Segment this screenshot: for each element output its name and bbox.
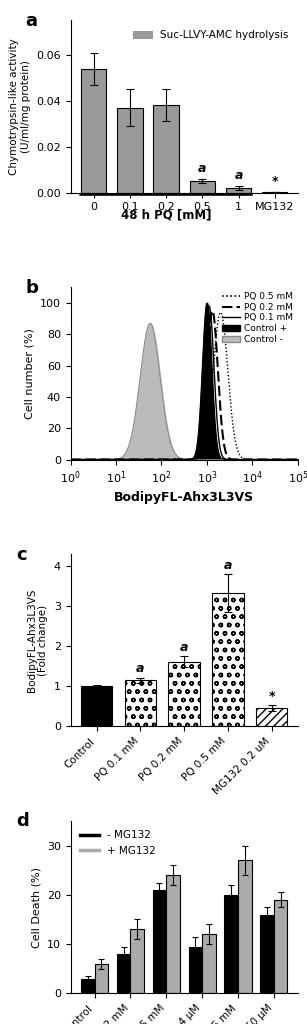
Text: 48 h PQ [mM]: 48 h PQ [mM] xyxy=(121,208,211,221)
Y-axis label: BodipyFL-Ahx3L3VS
(Fold change): BodipyFL-Ahx3L3VS (Fold change) xyxy=(27,589,48,692)
Text: *: * xyxy=(268,690,275,702)
Bar xyxy=(188,946,202,993)
Legend: PQ 0.5 mM, PQ 0.2 mM, PQ 0.1 mM, Control +, Control -: PQ 0.5 mM, PQ 0.2 mM, PQ 0.1 mM, Control… xyxy=(222,292,293,344)
Bar xyxy=(130,930,144,993)
X-axis label: BodipyFL-Ahx3L3VS: BodipyFL-Ahx3L3VS xyxy=(114,492,254,505)
Text: a: a xyxy=(234,169,243,182)
Bar xyxy=(153,890,166,993)
Text: *: * xyxy=(271,175,278,188)
Bar xyxy=(154,105,179,193)
Bar xyxy=(81,979,95,993)
Text: b: b xyxy=(25,279,38,297)
Bar xyxy=(190,181,215,193)
Text: a: a xyxy=(25,12,37,30)
Bar xyxy=(212,593,244,726)
Bar xyxy=(274,900,287,993)
Bar xyxy=(166,876,180,993)
Bar xyxy=(226,188,251,193)
Bar xyxy=(169,662,200,726)
Legend: - MG132, + MG132: - MG132, + MG132 xyxy=(76,826,160,860)
Bar xyxy=(125,680,156,726)
Y-axis label: Chymotrypsin-like activity
(U/ml/mg protein): Chymotrypsin-like activity (U/ml/mg prot… xyxy=(9,38,31,175)
Bar xyxy=(224,895,238,993)
Bar xyxy=(81,686,112,726)
Y-axis label: Cell Death (%): Cell Death (%) xyxy=(31,866,41,947)
Text: c: c xyxy=(16,546,27,563)
Text: a: a xyxy=(180,641,188,654)
Bar xyxy=(260,914,274,993)
Bar xyxy=(81,69,106,193)
Text: a: a xyxy=(198,163,207,175)
Bar xyxy=(238,860,252,993)
Y-axis label: Cell number (%): Cell number (%) xyxy=(24,328,34,419)
Bar xyxy=(117,954,130,993)
Bar xyxy=(95,964,108,993)
Text: a: a xyxy=(136,663,145,675)
Bar xyxy=(117,108,142,193)
Text: a: a xyxy=(224,559,232,571)
Text: d: d xyxy=(16,812,29,830)
Bar xyxy=(202,934,216,993)
Bar xyxy=(256,708,287,726)
Legend: Suc-LLVY-AMC hydrolysis: Suc-LLVY-AMC hydrolysis xyxy=(129,26,293,44)
